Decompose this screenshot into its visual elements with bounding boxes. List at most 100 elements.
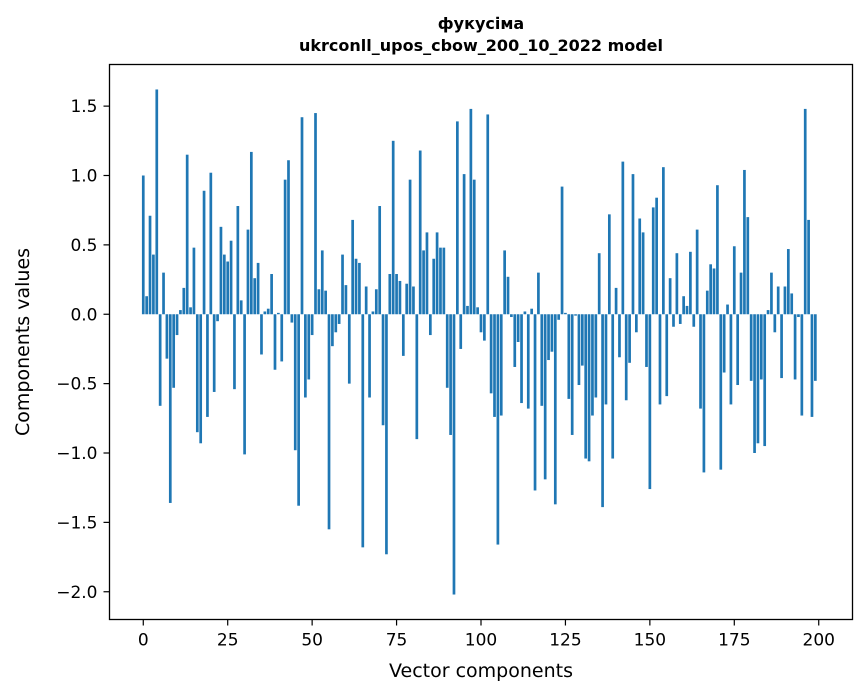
bar-11 — [179, 310, 182, 315]
bar-129 — [577, 314, 581, 386]
bar-125 — [564, 312, 567, 315]
bar-42 — [283, 179, 287, 315]
y-tick-label: −1.5 — [56, 513, 97, 533]
bar-84 — [425, 232, 429, 315]
bar-107 — [503, 250, 506, 315]
bar-176 — [736, 314, 740, 386]
bar-133 — [591, 314, 594, 416]
bar-191 — [786, 249, 790, 315]
bar-78 — [405, 283, 409, 315]
bar-0 — [141, 175, 145, 315]
bar-23 — [219, 226, 223, 315]
bar-190 — [783, 286, 787, 315]
bar-156 — [668, 278, 672, 315]
bar-187 — [773, 314, 777, 333]
bar-113 — [523, 311, 527, 315]
bar-35 — [260, 314, 263, 355]
bar-198 — [810, 314, 814, 417]
bar-8 — [168, 314, 172, 503]
x-tick-label: 0 — [138, 631, 149, 651]
bar-67 — [368, 314, 371, 398]
bar-174 — [729, 314, 733, 405]
bar-25 — [226, 261, 230, 315]
y-axis-label: Components values — [12, 248, 34, 436]
bar-163 — [692, 314, 696, 327]
bar-57 — [334, 314, 338, 333]
bar-7 — [165, 314, 169, 359]
y-tick-label: 1.0 — [70, 167, 97, 187]
bar-112 — [520, 314, 523, 404]
bar-1 — [145, 296, 148, 315]
bar-24 — [222, 254, 226, 315]
bar-65 — [361, 314, 365, 548]
bar-158 — [675, 253, 679, 315]
bar-106 — [499, 314, 503, 416]
bar-138 — [607, 214, 611, 315]
bar-56 — [331, 314, 334, 347]
bar-126 — [567, 314, 571, 399]
bar-185 — [766, 310, 770, 315]
bar-20 — [209, 172, 213, 315]
bar-111 — [516, 314, 520, 342]
bar-172 — [722, 314, 726, 373]
bar-91 — [449, 314, 452, 435]
bar-102 — [486, 114, 490, 315]
bar-168 — [709, 264, 712, 315]
bar-137 — [604, 314, 608, 405]
bar-146 — [635, 314, 638, 333]
bar-32 — [249, 151, 253, 315]
bar-75 — [395, 274, 398, 315]
bar-86 — [432, 258, 436, 315]
bar-132 — [587, 314, 591, 462]
bar-46 — [297, 314, 300, 506]
bar-166 — [702, 314, 706, 473]
bar-188 — [776, 286, 780, 315]
bar-82 — [418, 150, 422, 315]
bar-199 — [814, 314, 817, 381]
bar-5 — [158, 314, 162, 406]
bar-45 — [293, 314, 297, 451]
bar-6 — [162, 272, 165, 315]
bar-98 — [472, 179, 476, 315]
bar-95 — [462, 174, 466, 315]
bars-layer — [141, 89, 817, 595]
bar-135 — [597, 253, 601, 315]
bar-69 — [374, 289, 378, 315]
bar-81 — [415, 314, 419, 440]
y-tick-label: −1.0 — [56, 444, 97, 464]
bar-183 — [759, 314, 763, 380]
bar-145 — [631, 174, 635, 315]
bar-17 — [199, 314, 203, 444]
bar-149 — [645, 314, 648, 367]
bar-128 — [574, 314, 577, 316]
bar-38 — [270, 274, 273, 315]
bar-192 — [790, 293, 794, 315]
bar-74 — [391, 140, 395, 315]
bar-31 — [246, 229, 250, 315]
bar-60 — [344, 285, 348, 315]
bar-114 — [526, 314, 530, 409]
bar-195 — [800, 314, 804, 416]
x-tick-label: 100 — [465, 631, 497, 651]
bar-51 — [314, 113, 317, 315]
bar-177 — [739, 272, 743, 315]
bar-21 — [212, 314, 216, 392]
bar-49 — [307, 314, 311, 380]
x-axis-label: Vector components — [389, 660, 573, 682]
bar-165 — [699, 314, 702, 409]
bar-155 — [665, 314, 669, 397]
bar-15 — [192, 247, 196, 315]
bar-134 — [594, 314, 598, 398]
bar-54 — [324, 290, 327, 315]
bar-101 — [483, 314, 486, 341]
bar-160 — [682, 296, 685, 315]
bar-13 — [185, 154, 189, 315]
bar-66 — [364, 286, 368, 315]
bar-103 — [489, 314, 493, 394]
bar-33 — [253, 278, 257, 315]
bar-122 — [553, 314, 557, 505]
bar-123 — [557, 314, 561, 320]
x-tick-label: 125 — [549, 631, 581, 651]
bar-148 — [641, 232, 645, 315]
